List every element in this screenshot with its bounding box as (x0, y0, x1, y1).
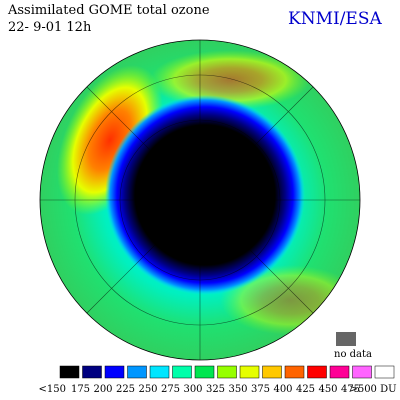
legend-label: 475 (341, 384, 360, 395)
legend-swatch (82, 365, 102, 379)
date: 22- 9-01 12h (8, 20, 92, 35)
legend-swatch (217, 365, 237, 379)
legend-label: 250 (138, 384, 157, 395)
legend-swatch (284, 365, 305, 379)
legend: <150 175 200 225 250 275 300 325 350 375 400 425 450… (39, 365, 397, 395)
legend-label: 275 (161, 384, 180, 395)
legend-swatch (59, 365, 80, 379)
legend-swatch (239, 365, 260, 379)
map-border (39, 39, 361, 361)
legend-label: 400 (273, 384, 292, 395)
legend-swatch (127, 365, 147, 379)
legend-label: 300 (183, 384, 202, 395)
legend-label: >500 DU (349, 384, 396, 395)
legend-label: 375 (251, 384, 270, 395)
legend-swatch (352, 365, 372, 379)
no-data-swatch (336, 332, 356, 346)
legend-label: <150 (39, 384, 66, 395)
legend-swatch (194, 365, 215, 379)
legend-swatch (374, 365, 395, 379)
legend-label: 425 (296, 384, 315, 395)
title: Assimilated GOME total ozone (7, 3, 210, 18)
legend-label: 350 (228, 384, 247, 395)
ozone-field (40, 40, 360, 360)
legend-swatch (149, 365, 170, 379)
legend-label: 225 (116, 384, 135, 395)
legend-swatch (172, 365, 192, 379)
legend-label: 175 (71, 384, 90, 395)
legend-label: 450 (318, 384, 337, 395)
no-data-label: no data (334, 349, 372, 360)
legend-swatch (329, 365, 350, 379)
credit: KNMI/ESA (288, 9, 382, 29)
legend-label: 325 (206, 384, 225, 395)
legend-swatch (307, 365, 327, 379)
legend-swatch (262, 365, 282, 379)
legend-swatch (104, 365, 125, 379)
legend-label: 200 (93, 384, 112, 395)
